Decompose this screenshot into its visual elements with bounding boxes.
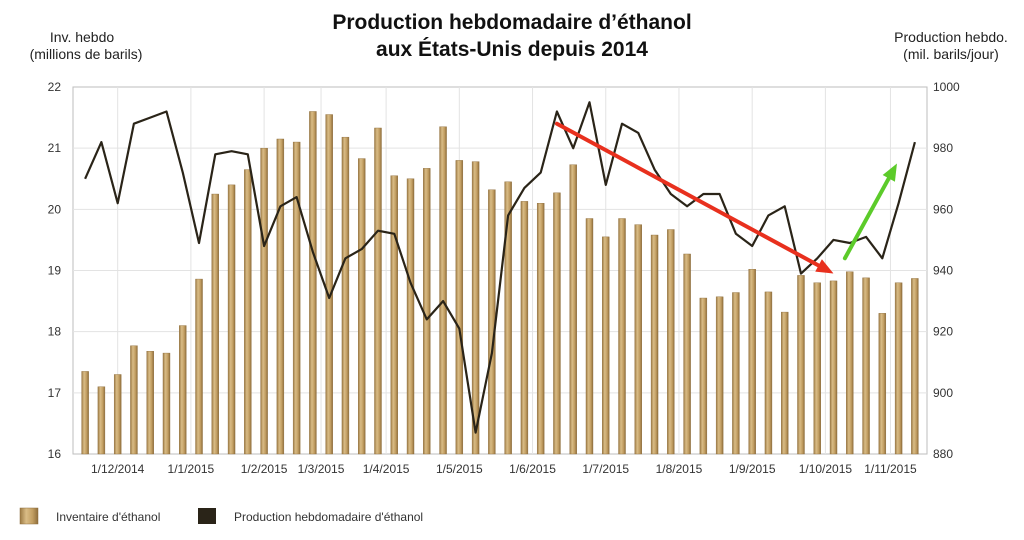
- inventory-bar: [146, 351, 154, 455]
- x-tick-label: 1/9/2015: [729, 462, 776, 476]
- inventory-bar: [309, 111, 317, 455]
- y-right-tick-label: 1000: [933, 80, 960, 94]
- inventory-bar: [894, 282, 903, 455]
- chart-title-line-1: Production hebdomadaire d’éthanol: [332, 11, 691, 34]
- y-right-tick-label: 880: [933, 447, 953, 461]
- y-left-tick-label: 22: [48, 80, 62, 94]
- inventory-bar: [797, 275, 805, 455]
- trend-arrow-shaft: [842, 176, 891, 261]
- x-tick-label: 1/4/2015: [363, 462, 410, 476]
- x-tick-label: 1/1/2015: [168, 462, 215, 476]
- inventory-bar: [325, 114, 333, 455]
- x-tick-label: 1/12/2014: [91, 462, 145, 476]
- inventory-bar: [341, 136, 350, 455]
- inventory-bar: [667, 229, 675, 455]
- inventory-bar: [520, 201, 529, 455]
- legend-swatch-production: [198, 508, 216, 524]
- trend-arrow-shaft: [554, 121, 821, 268]
- inventory-bar: [195, 278, 203, 455]
- y-left-tick-label: 21: [48, 141, 62, 155]
- trend-arrow-head: [815, 259, 834, 274]
- y-left-tick-label: 18: [48, 325, 62, 339]
- inventory-bar: [455, 160, 464, 455]
- inventory-bar: [504, 181, 512, 455]
- x-tick-label: 1/8/2015: [656, 462, 703, 476]
- y-right-tick-label: 940: [933, 264, 953, 278]
- chart-title-line-2: aux États-Unis depuis 2014: [376, 38, 648, 61]
- inventory-bar: [878, 313, 887, 455]
- inventory-bar: [650, 234, 659, 455]
- axis-ticks: 16 17 18 19 20 21 22 880 900 920 940 960 980 1000 1/12…: [48, 80, 960, 476]
- inventory-bar: [374, 127, 382, 455]
- inventory-bar: [569, 164, 577, 455]
- inventory-bar: [829, 280, 838, 455]
- inventory-bar: [602, 236, 610, 455]
- inventory-bar: [813, 282, 821, 455]
- x-tick-label: 1/11/2015: [864, 462, 917, 476]
- inventory-bar: [536, 203, 545, 455]
- trend-arrows: [554, 121, 897, 274]
- y-left-tick-label: 17: [48, 386, 62, 400]
- y-right-label-line-2: (mil. barils/jour): [903, 46, 999, 62]
- inventory-bar: [732, 292, 740, 455]
- y-left-label-line-1: Inv. hebdo: [50, 29, 115, 45]
- inventory-bar: [358, 158, 366, 455]
- y-left-tick-label: 16: [48, 447, 62, 461]
- x-tick-label: 1/3/2015: [298, 462, 345, 476]
- inventory-bar: [162, 352, 171, 455]
- inventory-bar: [683, 253, 691, 455]
- inventory-bar: [179, 325, 187, 455]
- inventory-bar: [634, 224, 642, 455]
- inventory-bar: [846, 271, 854, 455]
- inventory-bar: [276, 138, 285, 455]
- inventory-bar: [618, 218, 626, 455]
- inventory-bar: [81, 371, 89, 455]
- y-right-tick-label: 960: [933, 202, 953, 216]
- legend-label-inventory: Inventaire d'éthanol: [56, 510, 160, 524]
- inventory-bar: [781, 311, 789, 455]
- inventory-bar: [764, 291, 773, 455]
- y-left-tick-label: 19: [48, 264, 62, 278]
- inventory-bar: [488, 189, 496, 455]
- x-tick-label: 1/5/2015: [436, 462, 483, 476]
- y-left-label-line-2: (millions de barils): [30, 46, 143, 62]
- inventory-bar: [292, 141, 301, 455]
- x-tick-label: 1/2/2015: [241, 462, 288, 476]
- y-right-tick-label: 980: [933, 141, 953, 155]
- inventory-bar: [715, 296, 724, 455]
- inventory-bars: [81, 111, 919, 455]
- inventory-bar: [911, 278, 919, 455]
- production-line-group: [84, 101, 916, 434]
- y-right-label-line-1: Production hebdo.: [894, 29, 1008, 45]
- inventory-bar: [130, 345, 138, 455]
- y-left-tick-label: 20: [48, 202, 62, 216]
- inventory-bar: [748, 269, 756, 455]
- y-right-tick-label: 920: [933, 325, 953, 339]
- inventory-bar: [260, 147, 268, 455]
- x-tick-label: 1/7/2015: [582, 462, 629, 476]
- inventory-bar: [439, 126, 447, 455]
- inventory-bar: [553, 192, 561, 455]
- inventory-bar: [97, 386, 106, 455]
- inventory-bar: [471, 161, 480, 455]
- x-tick-label: 1/10/2015: [799, 462, 853, 476]
- inventory-bar: [585, 218, 594, 455]
- inventory-bar: [862, 277, 870, 455]
- production-line: [84, 101, 916, 434]
- inventory-bar: [244, 169, 252, 455]
- x-tick-label: 1/6/2015: [509, 462, 556, 476]
- inventory-bar: [227, 184, 236, 455]
- inventory-bar: [406, 178, 415, 455]
- inventory-bar: [211, 193, 219, 455]
- inventory-bar: [113, 374, 122, 455]
- inventory-bar: [699, 297, 708, 455]
- trend-arrow-head: [882, 163, 897, 182]
- inventory-bar: [390, 175, 398, 455]
- y-right-tick-label: 900: [933, 386, 953, 400]
- legend-label-production: Production hebdomadaire d'éthanol: [234, 510, 423, 524]
- legend-swatch-inventory: [19, 507, 39, 525]
